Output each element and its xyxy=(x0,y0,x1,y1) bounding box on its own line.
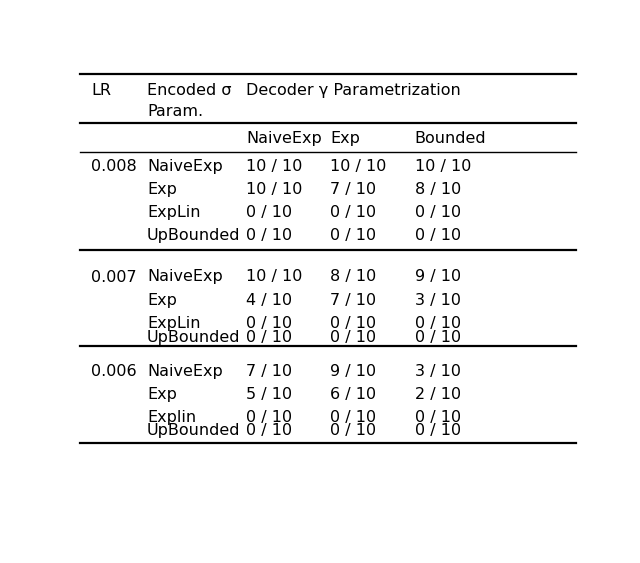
Text: 0 / 10: 0 / 10 xyxy=(415,329,461,345)
Text: 0 / 10: 0 / 10 xyxy=(415,228,461,243)
Text: ExpLin: ExpLin xyxy=(147,316,200,330)
Text: 0 / 10: 0 / 10 xyxy=(246,410,292,426)
Text: 0.006: 0.006 xyxy=(91,364,136,379)
Text: Explin: Explin xyxy=(147,410,196,426)
Text: 5 / 10: 5 / 10 xyxy=(246,387,292,403)
Text: 6 / 10: 6 / 10 xyxy=(330,387,376,403)
Text: 0 / 10: 0 / 10 xyxy=(415,423,461,439)
Text: 0 / 10: 0 / 10 xyxy=(330,423,376,439)
Text: 3 / 10: 3 / 10 xyxy=(415,293,461,307)
Text: 0 / 10: 0 / 10 xyxy=(330,410,376,426)
Text: NaiveExp: NaiveExp xyxy=(147,270,223,284)
Text: Encoded σ: Encoded σ xyxy=(147,83,232,98)
Text: 8 / 10: 8 / 10 xyxy=(415,182,461,196)
Text: UpBounded: UpBounded xyxy=(147,329,241,345)
Text: Bounded: Bounded xyxy=(415,131,486,146)
Text: 0 / 10: 0 / 10 xyxy=(246,329,292,345)
Text: 0 / 10: 0 / 10 xyxy=(330,329,376,345)
Text: 7 / 10: 7 / 10 xyxy=(330,182,376,196)
Text: 3 / 10: 3 / 10 xyxy=(415,364,461,379)
Text: 0 / 10: 0 / 10 xyxy=(246,316,292,330)
Text: 0.007: 0.007 xyxy=(91,270,136,284)
Text: Exp: Exp xyxy=(147,387,177,403)
Text: 0 / 10: 0 / 10 xyxy=(246,228,292,243)
Text: 2 / 10: 2 / 10 xyxy=(415,387,461,403)
Text: 0 / 10: 0 / 10 xyxy=(415,205,461,220)
Text: 0 / 10: 0 / 10 xyxy=(246,423,292,439)
Text: NaiveExp: NaiveExp xyxy=(147,364,223,379)
Text: 4 / 10: 4 / 10 xyxy=(246,293,292,307)
Text: 0 / 10: 0 / 10 xyxy=(246,205,292,220)
Text: 0 / 10: 0 / 10 xyxy=(330,228,376,243)
Text: Decoder γ Parametrization: Decoder γ Parametrization xyxy=(246,83,461,98)
Text: 7 / 10: 7 / 10 xyxy=(330,293,376,307)
Text: 0 / 10: 0 / 10 xyxy=(330,316,376,330)
Text: 0 / 10: 0 / 10 xyxy=(415,410,461,426)
Text: NaiveExp: NaiveExp xyxy=(246,131,322,146)
Text: UpBounded: UpBounded xyxy=(147,423,241,439)
Text: 10 / 10: 10 / 10 xyxy=(330,159,387,173)
Text: 10 / 10: 10 / 10 xyxy=(246,159,303,173)
Text: ExpLin: ExpLin xyxy=(147,205,200,220)
Text: 9 / 10: 9 / 10 xyxy=(330,364,376,379)
Text: Exp: Exp xyxy=(330,131,360,146)
Text: 10 / 10: 10 / 10 xyxy=(246,182,303,196)
Text: LR: LR xyxy=(91,83,111,98)
Text: 8 / 10: 8 / 10 xyxy=(330,270,377,284)
Text: 10 / 10: 10 / 10 xyxy=(246,270,303,284)
Text: 9 / 10: 9 / 10 xyxy=(415,270,461,284)
Text: 0.008: 0.008 xyxy=(91,159,137,173)
Text: 10 / 10: 10 / 10 xyxy=(415,159,471,173)
Text: 0 / 10: 0 / 10 xyxy=(330,205,376,220)
Text: 7 / 10: 7 / 10 xyxy=(246,364,292,379)
Text: Exp: Exp xyxy=(147,293,177,307)
Text: UpBounded: UpBounded xyxy=(147,228,241,243)
Text: Exp: Exp xyxy=(147,182,177,196)
Text: Param.: Param. xyxy=(147,104,203,119)
Text: NaiveExp: NaiveExp xyxy=(147,159,223,173)
Text: 0 / 10: 0 / 10 xyxy=(415,316,461,330)
